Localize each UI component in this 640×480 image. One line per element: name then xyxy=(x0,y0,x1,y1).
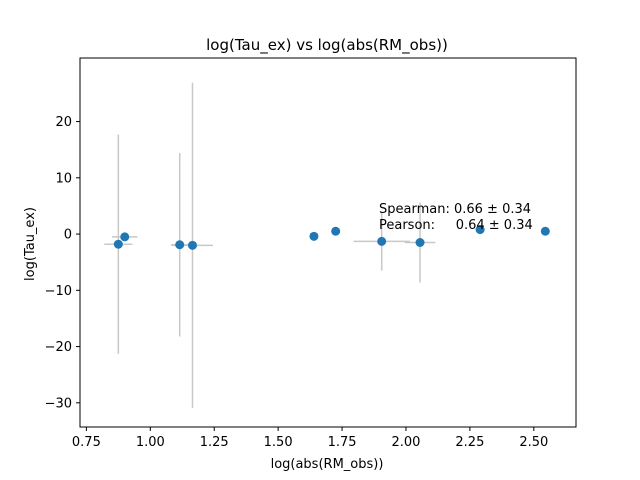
data-point-5 xyxy=(331,226,341,236)
x-tick-label-2: 1.25 xyxy=(200,435,229,450)
data-point-1 xyxy=(120,232,130,242)
y-tick-label-3: 0 xyxy=(64,228,72,243)
x-tick-label-4: 1.75 xyxy=(328,435,357,450)
y-tick-label-2: −10 xyxy=(45,284,72,299)
x-tick-label-6: 2.25 xyxy=(455,435,484,450)
x-tick-label-1: 1.00 xyxy=(136,435,165,450)
data-point-3 xyxy=(187,240,197,250)
x-tick-label-5: 2.00 xyxy=(392,435,421,450)
data-point-0 xyxy=(113,239,123,249)
y-tick-label-4: 10 xyxy=(55,171,72,186)
y-axis-label: log(Tau_ex) xyxy=(23,207,38,281)
annotation-1: Pearson: 0.64 ± 0.34 xyxy=(379,218,533,233)
data-point-9 xyxy=(540,226,550,236)
x-tick-label-0: 0.75 xyxy=(72,435,101,450)
x-axis-ticks: 0.75 1.00 1.25 1.50 1.75 2.00 2.25 2.50 xyxy=(72,427,548,450)
point-layer xyxy=(113,225,550,250)
y-axis-ticks: −30 −20 −10 0 10 20 xyxy=(45,115,80,411)
y-tick-label-5: 20 xyxy=(55,115,72,130)
y-tick-label-1: −20 xyxy=(45,340,72,355)
x-tick-label-3: 1.50 xyxy=(264,435,293,450)
data-point-4 xyxy=(309,231,319,241)
chart-title: log(Tau_ex) vs log(abs(RM_obs)) xyxy=(206,36,448,55)
data-point-6 xyxy=(377,236,387,246)
x-axis-label: log(abs(RM_obs)) xyxy=(271,457,384,472)
data-point-2 xyxy=(175,240,185,250)
plot-frame xyxy=(79,57,577,428)
annotation-0: Spearman: 0.66 ± 0.34 xyxy=(379,202,531,217)
data-point-8 xyxy=(475,225,485,235)
data-point-7 xyxy=(415,238,425,247)
y-tick-label-0: −30 xyxy=(45,396,72,411)
x-tick-label-7: 2.50 xyxy=(519,435,548,450)
